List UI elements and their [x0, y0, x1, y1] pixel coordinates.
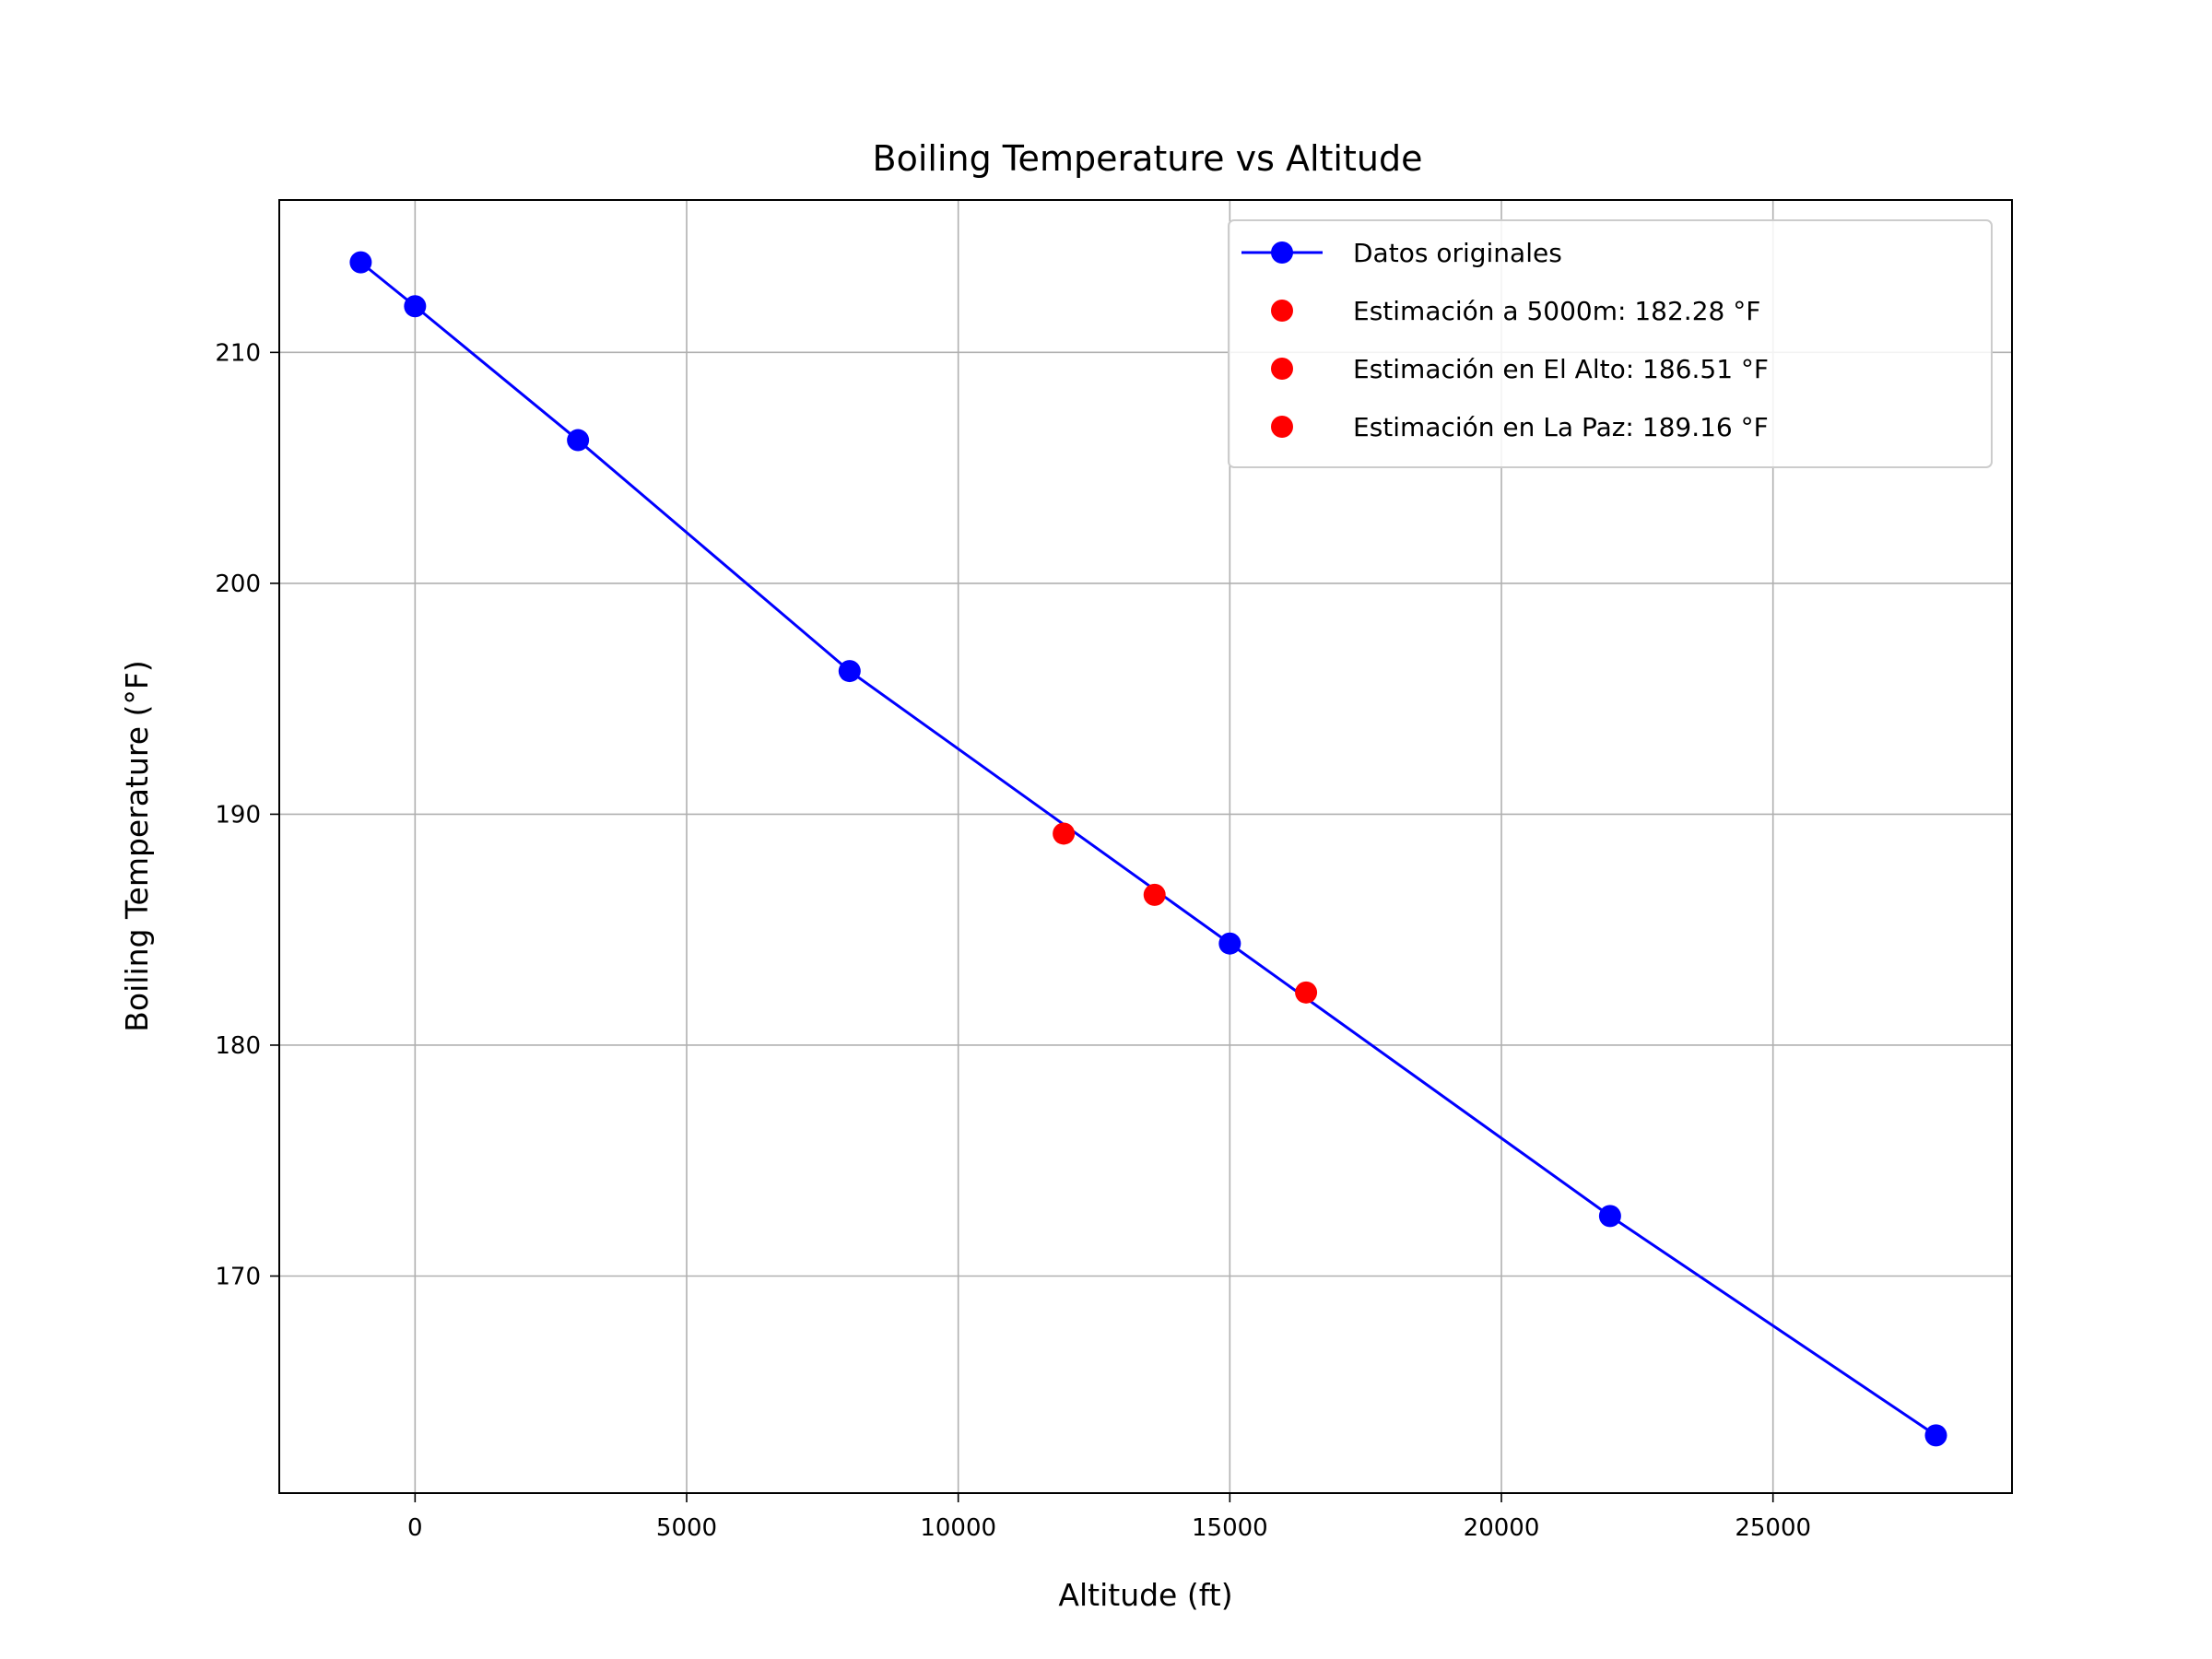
y-tick-label: 200	[215, 571, 261, 598]
legend-entry-label: Estimación en La Paz: 189.16 °F	[1353, 412, 1769, 442]
y-tick-label: 190	[215, 801, 261, 829]
x-tick-label: 0	[407, 1514, 423, 1542]
y-tick-label: 180	[215, 1032, 261, 1060]
series-layer	[349, 251, 1947, 1447]
series-1	[1295, 981, 1318, 1004]
y-axis-label: Boiling Temperature (°F)	[119, 660, 155, 1031]
legend-marker	[1271, 300, 1293, 322]
axis-ticks: 0 5000 10000 15000 20000 25000 170 180 190 200 210	[215, 339, 1811, 1542]
x-tick-label: 15000	[1192, 1514, 1268, 1542]
legend-entry-label: Estimación a 5000m: 182.28 °F	[1353, 296, 1760, 326]
data-point	[1143, 883, 1166, 906]
legend-box	[1228, 219, 1993, 468]
data-point	[1218, 932, 1241, 955]
data-point	[1598, 1205, 1621, 1228]
legend-entry-label: Datos originales	[1353, 238, 1562, 268]
x-tick-label: 20000	[1464, 1514, 1540, 1542]
legend-entry-label: Estimación en El Alto: 186.51 °F	[1353, 354, 1769, 384]
y-tick-label: 210	[215, 339, 261, 367]
data-point	[1924, 1424, 1947, 1447]
chart-title: Boiling Temperature vs Altitude	[873, 138, 1423, 179]
series-0	[349, 251, 1947, 1447]
x-tick-label: 5000	[656, 1514, 717, 1542]
data-point	[838, 660, 861, 683]
data-point	[404, 295, 427, 318]
series-2	[1143, 883, 1166, 906]
series-3	[1053, 822, 1076, 845]
legend: Datos originales Estimación a 5000m: 182.…	[1228, 219, 1993, 468]
y-tick-label: 170	[215, 1263, 261, 1290]
data-point	[349, 251, 372, 274]
data-point	[1053, 822, 1076, 845]
legend-marker	[1271, 241, 1293, 264]
data-point	[1295, 981, 1318, 1004]
legend-marker	[1271, 358, 1293, 380]
x-tick-label: 10000	[920, 1514, 996, 1542]
plot-frame	[278, 199, 2013, 1494]
legend-marker	[1271, 416, 1293, 438]
x-tick-label: 25000	[1735, 1514, 1811, 1542]
x-axis-label: Altitude (ft)	[1058, 1577, 1232, 1613]
data-point	[567, 429, 590, 452]
